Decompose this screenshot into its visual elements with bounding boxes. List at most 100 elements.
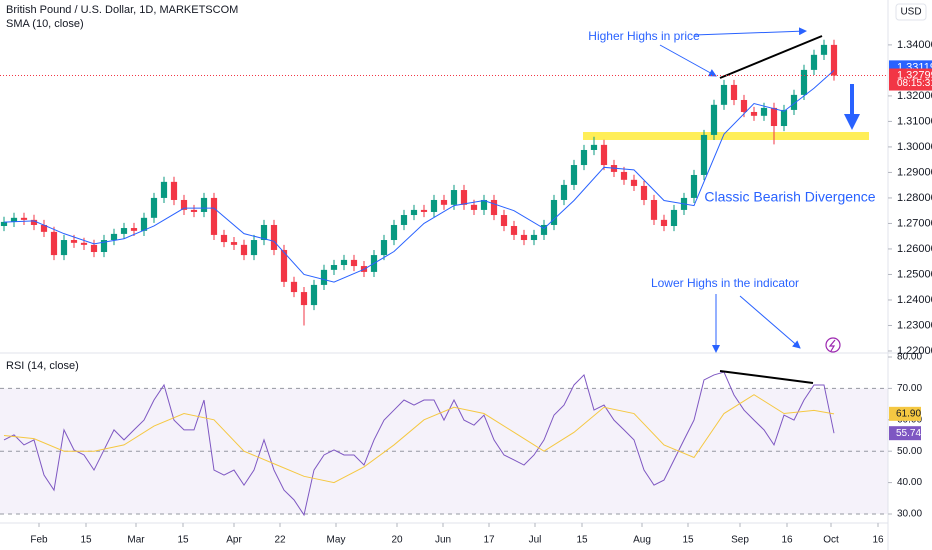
candle-body	[430, 199, 438, 212]
x-tick-label: Jul	[529, 535, 542, 546]
candle-body	[100, 240, 108, 253]
candle-body	[410, 209, 418, 216]
candle-body	[0, 221, 8, 226]
y-tick-label: 40.00	[897, 477, 922, 488]
x-tick-label: 16	[781, 535, 793, 546]
candle-body	[260, 224, 268, 241]
candle-body	[800, 69, 808, 95]
line-series	[3, 371, 835, 517]
candle-body	[790, 94, 798, 110]
candle-body	[560, 184, 568, 200]
candle-body	[450, 190, 458, 205]
x-tick-label: 17	[483, 535, 495, 546]
y-tick-label: 1.28000	[897, 192, 932, 204]
candle-body	[20, 217, 28, 220]
line-series	[3, 70, 835, 283]
candle-body	[210, 197, 218, 235]
candle-body	[660, 219, 668, 226]
candle-body	[180, 199, 188, 210]
x-tick-label: Feb	[30, 535, 48, 546]
candle-body	[270, 224, 278, 250]
rsi-background	[0, 387, 888, 515]
candle-body	[540, 224, 548, 235]
annotation: Lower Highs in the indicator	[651, 276, 799, 290]
x-tick-label: 16	[872, 535, 884, 546]
candle-body	[400, 215, 408, 225]
candle-body	[750, 111, 758, 116]
x-tick-label: 15	[682, 535, 694, 546]
down-arrow-head	[844, 114, 860, 130]
candle-body	[630, 179, 638, 186]
candle-body	[220, 234, 228, 243]
y-tick-label: 1.25000	[897, 268, 932, 280]
candle-body	[140, 217, 148, 231]
candle-body	[130, 228, 138, 231]
x-tick-label: Aug	[633, 535, 651, 546]
candle-body	[550, 199, 558, 225]
annotation: Classic Bearish Divergence	[704, 189, 875, 205]
x-tick-label: 20	[391, 535, 403, 546]
candle-body	[70, 240, 78, 243]
candle-body	[240, 244, 248, 256]
candle-body	[500, 215, 508, 226]
candle-body	[710, 104, 718, 135]
candle-body	[60, 240, 68, 256]
y-tick-label: 1.34000	[897, 39, 932, 51]
x-tick-label: Oct	[823, 535, 839, 546]
candle-body	[460, 190, 468, 205]
y-tick-label: 1.31000	[897, 115, 932, 127]
candle-body	[320, 269, 328, 285]
candle-body	[440, 199, 448, 205]
y-tick-label: 1.26000	[897, 243, 932, 255]
price-badge-label: 1.32799	[897, 69, 932, 81]
annotation-arrow	[659, 44, 717, 77]
annotation-arrow	[739, 295, 801, 349]
y-tick-label: 30.00	[897, 509, 922, 520]
y-tick-label: 1.27000	[897, 217, 932, 229]
x-tick-label: 15	[576, 535, 588, 546]
candle-body	[770, 107, 778, 127]
plot-area	[0, 39, 838, 517]
candle-body	[420, 209, 428, 212]
candle-body	[520, 234, 528, 241]
currency-box[interactable]	[895, 3, 927, 21]
alert-icon[interactable]	[825, 337, 841, 353]
candle-body	[590, 144, 598, 150]
indicator-title: SMA (10, close)	[6, 18, 84, 30]
candle-body	[90, 244, 98, 253]
x-tick-label: 15	[177, 535, 189, 546]
candle-body	[250, 240, 258, 256]
rsi-trendline	[719, 370, 814, 384]
candle-body	[650, 199, 658, 220]
candle-body	[230, 242, 238, 245]
countdown: 08:15:31	[897, 78, 932, 89]
price-trendline	[719, 35, 823, 79]
candle-body	[280, 249, 288, 282]
y-tick-label: 1.24000	[897, 294, 932, 306]
annotation: Higher Highs in price	[588, 29, 700, 43]
y-tick-label: 1.23000	[897, 319, 932, 331]
candle-body	[720, 84, 728, 105]
candle-body	[700, 134, 708, 175]
candle-body	[570, 165, 578, 185]
currency: USD	[900, 7, 921, 18]
candle-body	[640, 185, 648, 200]
candle-body	[150, 197, 158, 218]
candle-body	[530, 234, 538, 241]
chart-title: British Pound / U.S. Dollar, 1D, MARKETS…	[6, 4, 238, 16]
y-tick-label: 70.00	[897, 383, 922, 394]
candle-body	[30, 219, 38, 225]
y-tick-label: 1.32000	[897, 90, 932, 102]
candle-body	[50, 231, 58, 256]
indicator-badge	[889, 406, 921, 421]
candle-body	[810, 54, 818, 70]
indicator-badge-label: 55.74	[896, 428, 921, 439]
line-series	[3, 394, 835, 484]
candle-body	[600, 144, 608, 166]
x-tick-label: May	[327, 535, 346, 546]
candle-body	[330, 265, 338, 270]
candle-body	[620, 171, 628, 180]
candle-body	[200, 197, 208, 212]
candle-body	[80, 242, 88, 245]
